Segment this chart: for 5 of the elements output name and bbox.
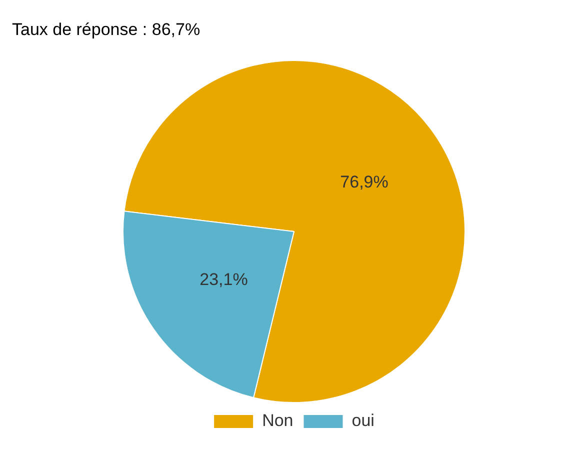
- data-label: 23,1%: [200, 270, 248, 289]
- data-label: 76,9%: [340, 172, 388, 192]
- legend-label: Non: [262, 411, 294, 430]
- legend-label: oui: [352, 411, 374, 430]
- chart-title: Taux de réponse : 86,7%: [12, 20, 200, 40]
